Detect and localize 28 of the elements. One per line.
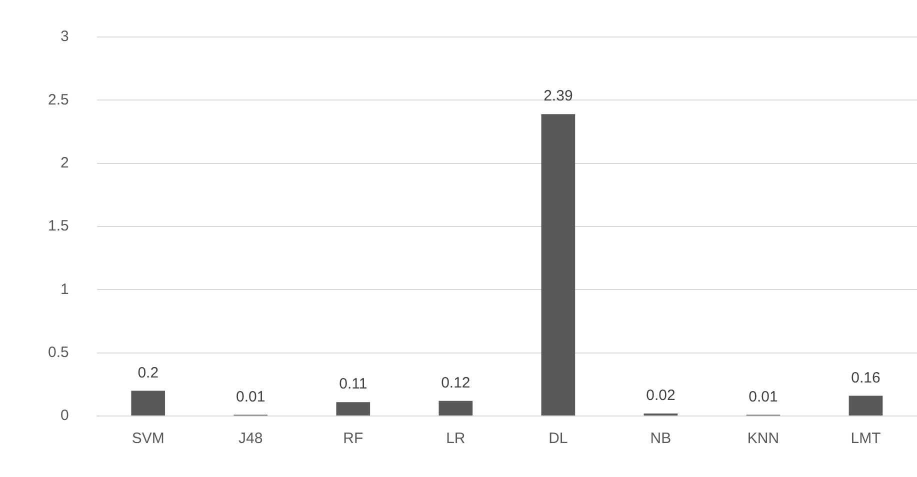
x-tick-label: DL [548, 430, 568, 448]
x-tick-label: SVM [132, 430, 164, 448]
x-tick-label: RF [343, 430, 364, 448]
data-label: 0.02 [646, 387, 676, 404]
data-label: 0.11 [339, 376, 368, 393]
y-tick-label: 2 [60, 154, 69, 172]
y-tick-label: 3 [60, 28, 69, 46]
data-label: 0.2 [138, 364, 159, 382]
y-tick-label: 2.5 [48, 91, 69, 108]
bar [541, 114, 576, 416]
data-label: 2.39 [544, 88, 573, 105]
data-label: 0.01 [236, 388, 266, 406]
y-tick-label: 0.5 [48, 344, 69, 361]
x-tick-label: LMT [850, 430, 881, 448]
data-label: 0.01 [748, 388, 778, 406]
x-tick-label: NB [650, 430, 672, 448]
bar [131, 390, 166, 416]
data-label: 0.16 [851, 369, 880, 386]
y-tick-label: 1 [60, 280, 69, 298]
bar [848, 396, 883, 416]
x-tick-label: J48 [238, 430, 263, 448]
bar [336, 402, 370, 416]
data-label: 0.12 [441, 374, 470, 392]
y-tick-label: 1.5 [48, 218, 69, 235]
x-tick-label: KNN [747, 430, 780, 448]
bar [438, 400, 473, 416]
x-tick-label: LR [446, 430, 466, 448]
y-tick-label: 0 [60, 407, 69, 424]
